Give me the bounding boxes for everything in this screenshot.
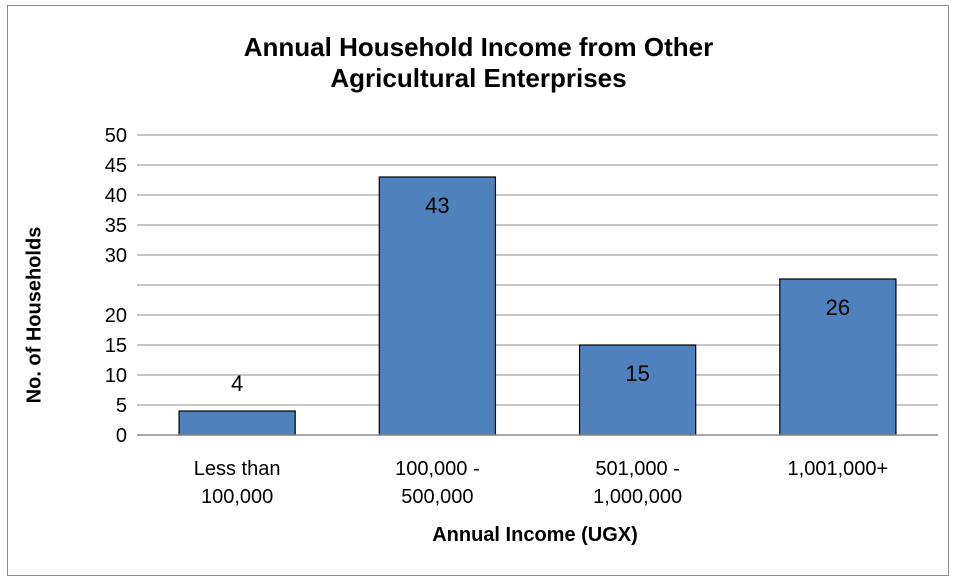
y-tick-label: 40 bbox=[105, 185, 127, 207]
y-tick-labels: 0 5 10 15 20 30 35 40 45 50 bbox=[105, 125, 127, 447]
category-label-line: 1,000,000 bbox=[593, 486, 683, 508]
y-tick-label: 5 bbox=[116, 395, 127, 417]
data-labels: 4 43 15 26 bbox=[231, 193, 850, 396]
y-tick-label: 10 bbox=[105, 365, 127, 387]
category-label-line: 1,001,000+ bbox=[787, 458, 889, 480]
y-axis-label: No. of Households bbox=[23, 226, 46, 404]
y-tick-label: 20 bbox=[105, 305, 127, 327]
category-label-line: Less than bbox=[193, 458, 281, 480]
chart-title-line-2: Agricultural Enterprises bbox=[330, 63, 627, 93]
y-tick-label: 45 bbox=[105, 155, 127, 177]
bar bbox=[178, 410, 296, 436]
data-label: 26 bbox=[826, 295, 850, 320]
category-label: Less than 100,000 bbox=[194, 455, 281, 511]
data-label: 43 bbox=[425, 193, 449, 218]
category-label: 1,001,000+ bbox=[788, 455, 889, 483]
bar bbox=[378, 176, 497, 436]
y-tick-label: 15 bbox=[105, 335, 127, 357]
chart-title: Annual Household Income from Other Agric… bbox=[0, 32, 957, 94]
y-tick-label: 35 bbox=[105, 215, 127, 237]
category-label-line: 100,000 - bbox=[395, 458, 480, 480]
bars bbox=[178, 176, 897, 436]
y-tick-label: 50 bbox=[105, 125, 127, 147]
category-label-line: 501,000 - bbox=[595, 458, 680, 480]
x-axis-label: Annual Income (UGX) bbox=[432, 524, 638, 546]
category-label: 100,000 - 500,000 bbox=[395, 455, 480, 511]
y-tick-label: 0 bbox=[116, 425, 127, 447]
bar bbox=[779, 278, 897, 436]
chart-title-line-1: Annual Household Income from Other bbox=[243, 32, 714, 62]
category-label-line: 100,000 bbox=[200, 486, 274, 508]
y-tick-label: 30 bbox=[105, 245, 127, 267]
data-label: 15 bbox=[625, 361, 649, 386]
category-label: 501,000 - 1,000,000 bbox=[593, 455, 682, 511]
data-label: 4 bbox=[231, 371, 243, 396]
bar bbox=[578, 344, 697, 436]
category-label-line: 500,000 bbox=[401, 486, 474, 508]
